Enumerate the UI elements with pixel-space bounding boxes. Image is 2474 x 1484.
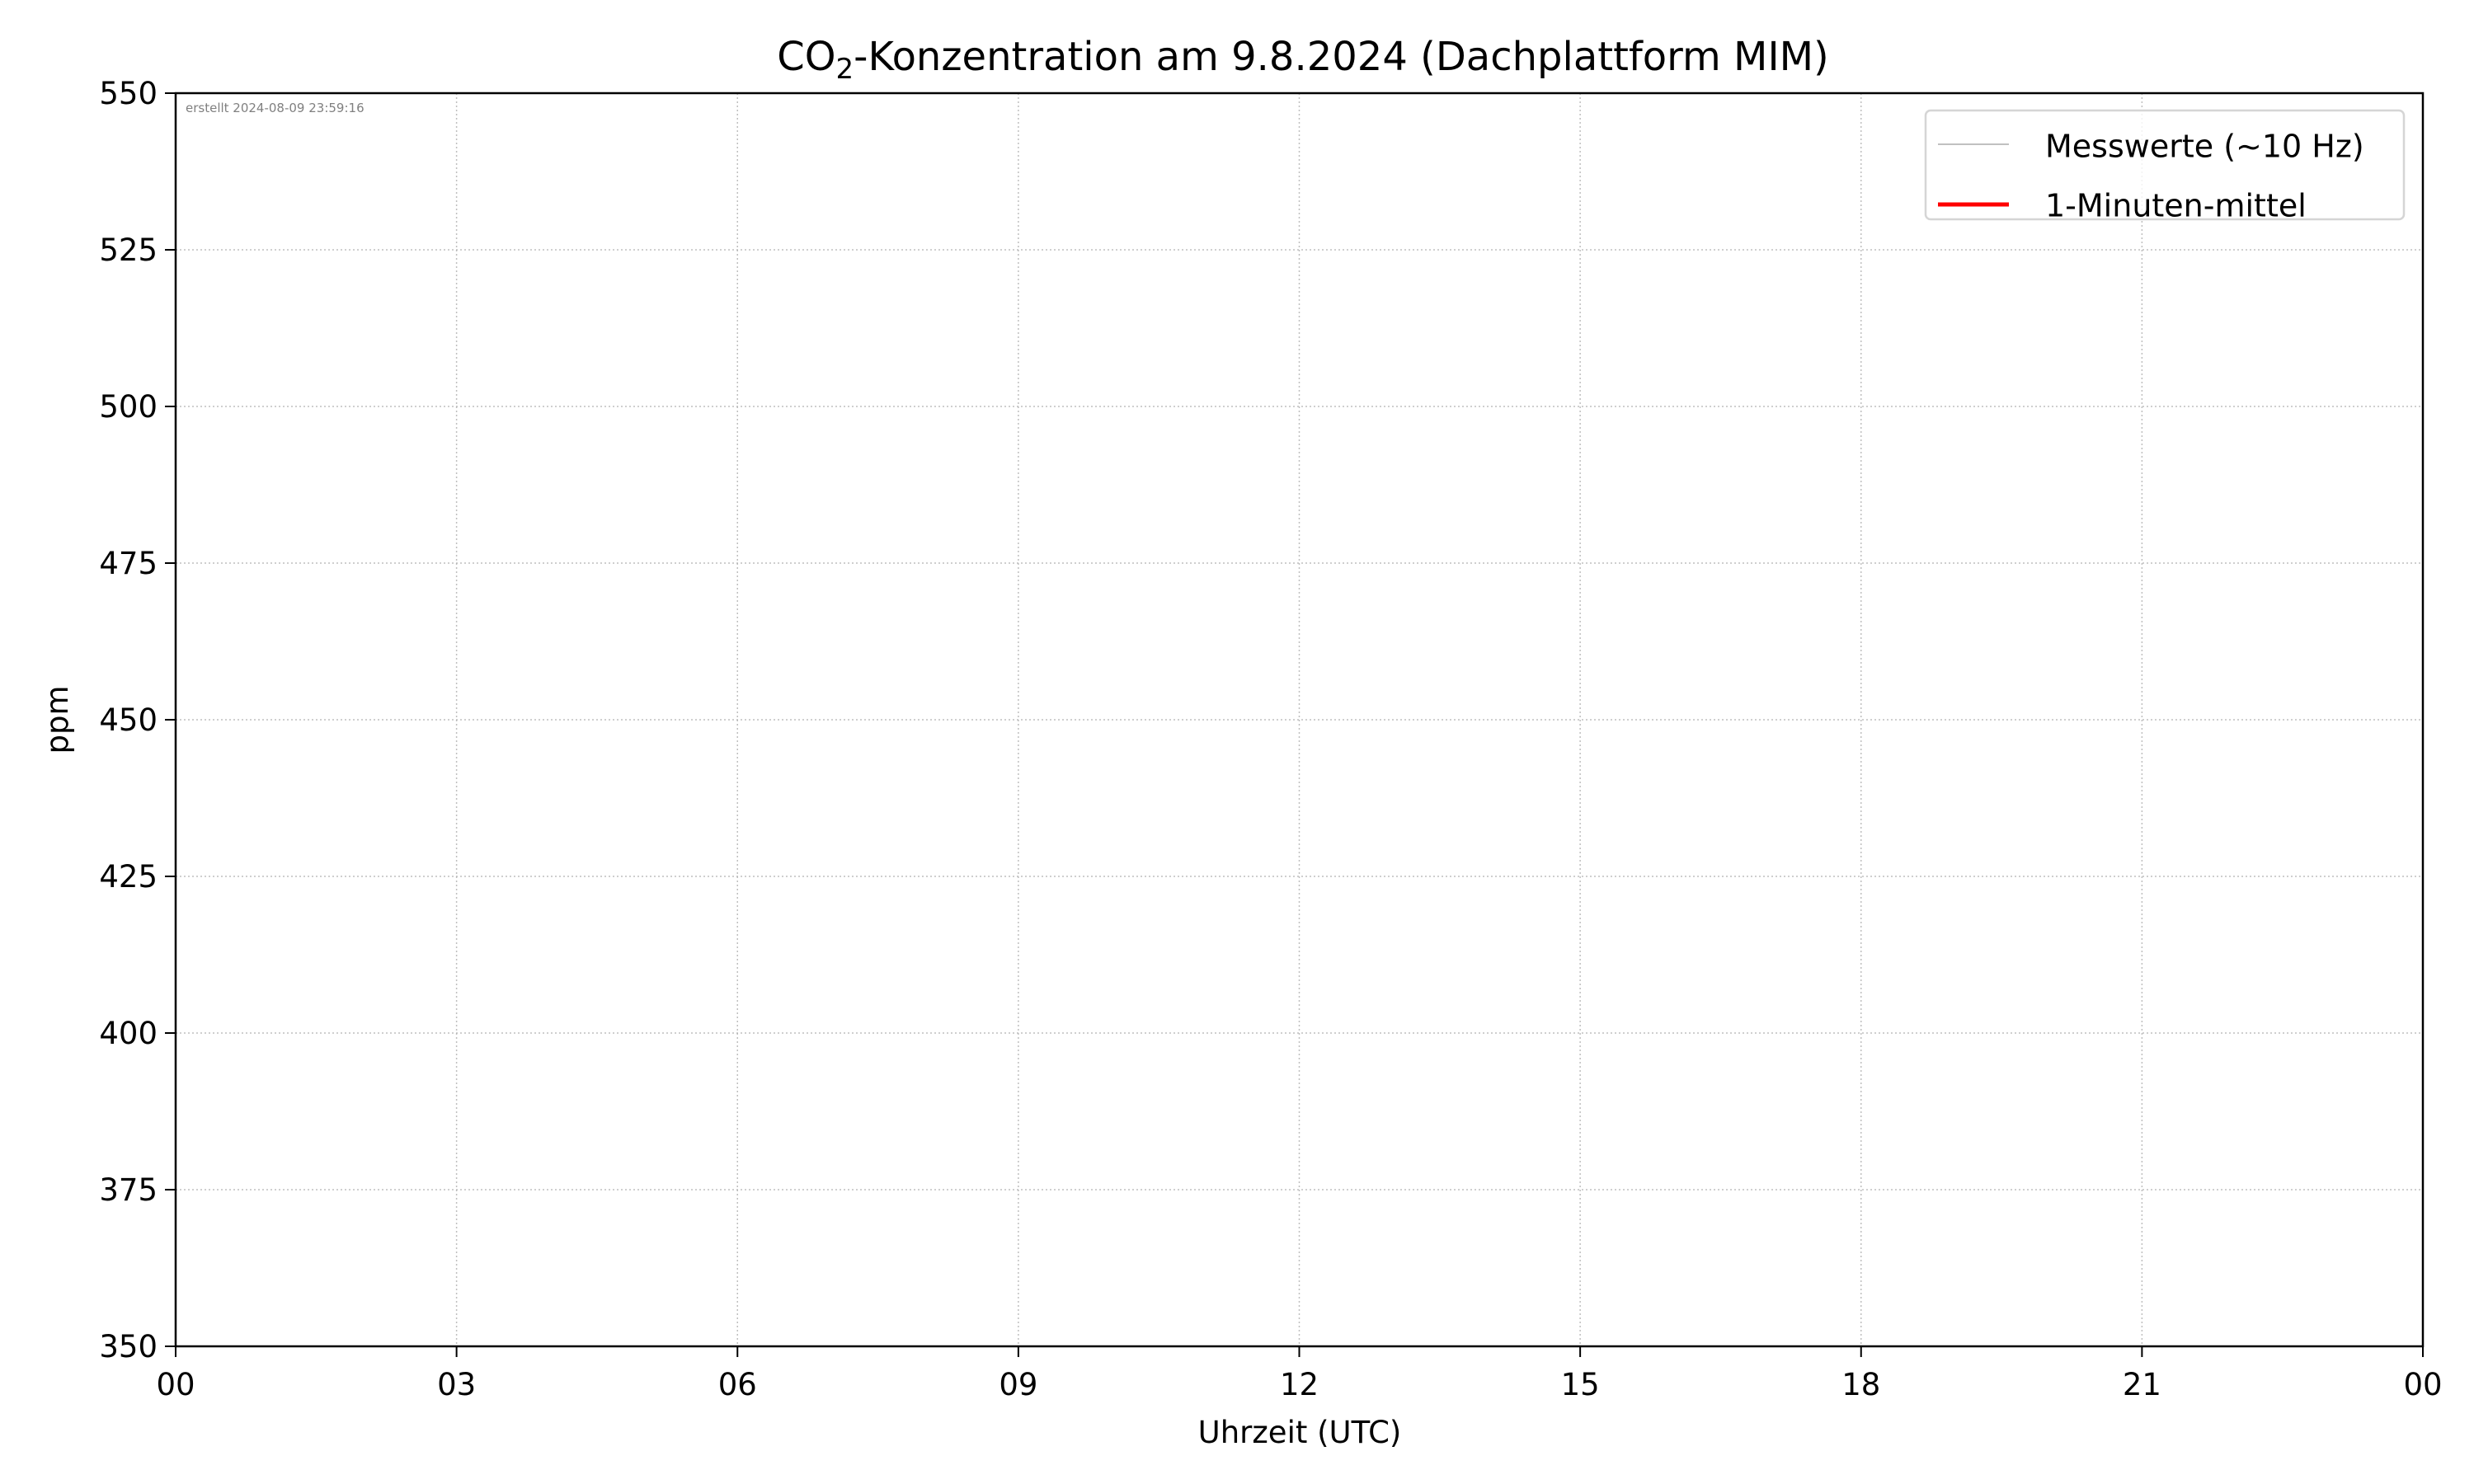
y-tick-label: 525	[99, 232, 158, 268]
y-tick-label: 375	[99, 1172, 158, 1208]
title-subscript: 2	[836, 53, 854, 86]
grid	[175, 92, 2424, 1347]
legend-label-messwerte: Messwerte (~10 Hz)	[2045, 129, 2364, 165]
title-suffix: -Konzentration am 9.8.2024 (Dachplattfor…	[854, 34, 1829, 80]
ticks: 00 03 06 09 12 15 18 21 003503754004254504755005…	[99, 76, 2442, 1402]
y-tick-label: 450	[99, 702, 158, 738]
chart-title: CO2-Konzentration am 9.8.2024 (Dachplatt…	[777, 34, 1829, 86]
y-tick-label: 400	[99, 1016, 158, 1051]
y-tick-label: 550	[99, 76, 158, 111]
timestamp-annotation: erstellt 2024-08-09 23:59:16	[186, 101, 365, 115]
x-tick-label: 06	[718, 1367, 757, 1402]
y-tick-label: 425	[99, 859, 158, 895]
y-axis-label: ppm	[40, 685, 75, 754]
legend: Messwerte (~10 Hz) 1-Minuten-mittel	[1924, 109, 2406, 224]
x-tick-label: 00	[156, 1367, 195, 1402]
x-tick-label: 00	[2403, 1367, 2442, 1402]
title-prefix: CO	[777, 34, 835, 80]
x-axis-label: Uhrzeit (UTC)	[1198, 1415, 1402, 1450]
x-tick-label: 18	[1841, 1367, 1880, 1402]
legend-label-mittel: 1-Minuten-mittel	[2045, 188, 2307, 224]
y-tick-label: 500	[99, 389, 158, 425]
x-tick-label: 03	[437, 1367, 476, 1402]
legend-box	[1924, 109, 2406, 221]
x-tick-label: 15	[1561, 1367, 1600, 1402]
y-tick-label: 475	[99, 546, 158, 581]
y-tick-label: 350	[99, 1329, 158, 1364]
x-tick-label: 12	[1280, 1367, 1319, 1402]
x-tick-label: 21	[2123, 1367, 2161, 1402]
x-tick-label: 09	[999, 1367, 1037, 1402]
